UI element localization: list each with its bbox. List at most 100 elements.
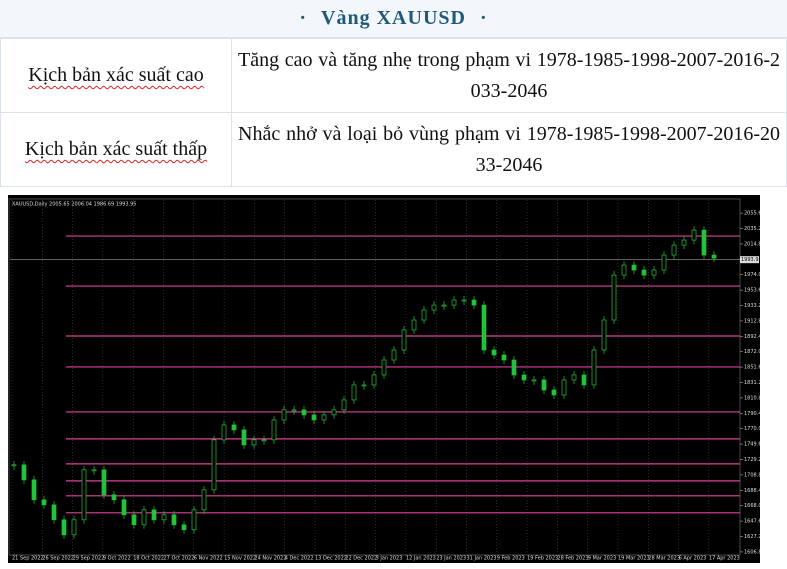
y-tick-label: 2014.80 [744, 241, 760, 247]
candle [81, 469, 87, 521]
candle [661, 254, 667, 271]
candle [301, 409, 307, 416]
x-tick-label: 6 Nov 2022 [194, 556, 223, 562]
row: Kịch bản xác suất cao Tăng cao và tăng n… [0, 38, 787, 113]
y-tick-label: 1729.20 [744, 457, 760, 463]
y-tick-label: 1708.80 [744, 472, 760, 478]
candle [231, 424, 237, 431]
candle [381, 359, 387, 376]
x-tick-label: 26 Sep 2022 [42, 556, 74, 562]
candle [391, 349, 397, 361]
x-tick-label: 23 Jan 2023 [436, 556, 466, 562]
x-tick-label: 19 Feb 2023 [527, 556, 558, 562]
x-tick-label: 22 Dec 2022 [345, 556, 377, 562]
candle [111, 494, 117, 501]
current-price-label: 1993.95 [741, 257, 760, 263]
x-tick-label: 28 Mar 2023 [648, 556, 680, 562]
y-tick-label: 2035.20 [744, 226, 760, 232]
candle [201, 489, 207, 511]
candle [261, 439, 267, 442]
candle [611, 274, 617, 321]
x-tick-label: 15 Nov 2022 [224, 556, 256, 562]
candle [191, 509, 197, 531]
plot-frame [8, 198, 741, 556]
candle [471, 299, 477, 306]
candle [331, 409, 337, 416]
candle [281, 409, 287, 421]
decoration: · [479, 7, 488, 29]
y-tick-label: 1688.40 [744, 488, 760, 494]
candle [51, 504, 57, 521]
x-tick-label: 13 Dec 2022 [315, 556, 347, 562]
candle [691, 229, 697, 241]
y-tick-label: 1953.60 [744, 288, 760, 294]
y-tick-label: 1872.00 [744, 349, 760, 355]
candle [581, 374, 587, 386]
candle [701, 229, 707, 256]
candle [651, 269, 657, 276]
y-tick-label: 1933.20 [744, 303, 760, 309]
candle [531, 379, 537, 382]
candle [521, 374, 527, 381]
cell: Kịch bản xác suất thấp [0, 112, 232, 187]
candle [151, 509, 157, 521]
row: Kịch bản xác suất thấp Nhắc nhở và loại … [0, 112, 787, 187]
candle [181, 524, 187, 531]
y-tick-label: 1790.40 [744, 411, 760, 417]
candle [61, 519, 67, 536]
candle [131, 514, 137, 526]
candle [501, 354, 507, 361]
candle [491, 349, 497, 356]
candle [101, 469, 107, 496]
candle [31, 479, 37, 501]
candle [41, 499, 47, 506]
candle [241, 429, 247, 446]
candle [601, 319, 607, 351]
current-price-box [740, 256, 759, 264]
x-tick-label: 29 Sep 2022 [73, 556, 105, 562]
y-tick-label: 1851.60 [744, 365, 760, 371]
x-tick-label: 28 Feb 2023 [557, 556, 588, 562]
y-tick-label: 2055.60 [744, 211, 760, 217]
y-tick-label: 1749.60 [744, 442, 760, 448]
x-tick-label: 24 Nov 2022 [254, 556, 286, 562]
x-tick-label: 18 Oct 2022 [133, 556, 164, 562]
candle [251, 439, 257, 446]
candle [21, 464, 27, 481]
candle [401, 329, 407, 351]
candle [211, 439, 217, 491]
candle [621, 264, 627, 276]
candle [71, 519, 77, 536]
chart-background [8, 195, 760, 563]
y-tick-label: 1627.20 [744, 534, 760, 540]
decoration: · [299, 7, 308, 29]
candle [171, 514, 177, 526]
candle [551, 389, 557, 396]
title-bar: · Vàng XAUUSD · [0, 0, 787, 38]
x-tick-label: 9 Oct 2022 [103, 556, 131, 562]
candle [371, 374, 377, 386]
y-tick-label: 1810.80 [744, 395, 760, 401]
x-tick-label: 4 Dec 2022 [285, 556, 314, 562]
candle [91, 469, 97, 472]
y-tick-label: 1647.60 [744, 519, 760, 525]
x-tick-label: 31 Jan 2023 [467, 556, 497, 562]
candle [141, 509, 147, 526]
x-tick-label: 9 Feb 2023 [497, 556, 525, 562]
candle [451, 299, 457, 306]
candle [321, 414, 327, 421]
y-tick-label: 1892.40 [744, 334, 760, 340]
candle [11, 464, 17, 467]
scenario-table: Kịch bản xác suất cao Tăng cao và tăng n… [0, 38, 787, 187]
x-tick-label: 17 Apr 2023 [709, 556, 740, 562]
x-tick-label: 3 Jan 2023 [376, 556, 403, 562]
candle [561, 379, 567, 396]
cell: Nhắc nhở và loại bỏ vùng phạm vi 1978-19… [231, 112, 787, 187]
candle [541, 379, 547, 391]
y-tick-label: 1668.00 [744, 503, 760, 509]
candle [311, 414, 317, 421]
candle [711, 254, 717, 259]
x-tick-label: 19 Mar 2023 [618, 556, 650, 562]
